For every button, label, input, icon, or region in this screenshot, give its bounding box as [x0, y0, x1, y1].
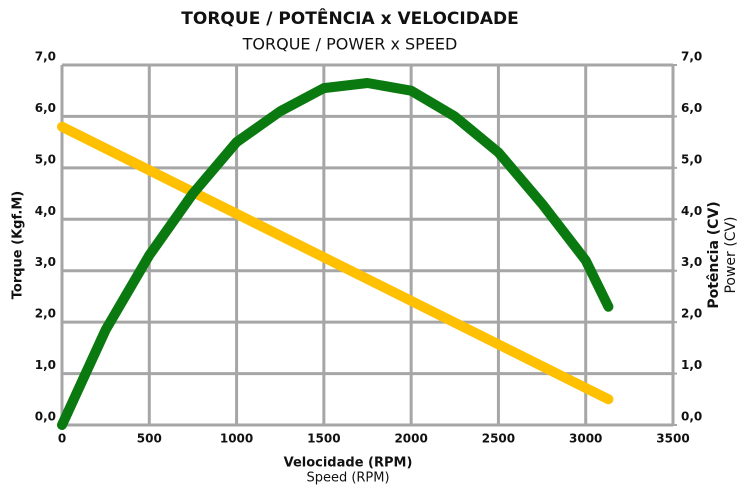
- y2-tick-label: 4,0: [681, 204, 702, 218]
- x-axis-label: Velocidade (RPM): [284, 456, 413, 471]
- x-tick-label: 1000: [220, 432, 253, 446]
- y-tick-label: 7,0: [35, 50, 56, 64]
- x-tick-label: 3000: [569, 432, 602, 446]
- y2-axis-sublabel: Power (CV): [723, 216, 739, 293]
- y-tick-label: 4,0: [35, 204, 56, 218]
- y-tick-label: 6,0: [35, 101, 56, 115]
- y2-tick-label: 0,0: [681, 410, 702, 424]
- y2-tick-label: 3,0: [681, 255, 702, 269]
- y-tick-label: 1,0: [35, 358, 56, 372]
- y2-tick-label: 2,0: [681, 307, 702, 321]
- y-tick-label: 0,0: [35, 410, 56, 424]
- y-axis-label: Torque (Kgf.M): [11, 191, 26, 299]
- x-tick-label: 0: [58, 432, 66, 446]
- y-tick-label: 2,0: [35, 307, 56, 321]
- x-tick-label: 1500: [307, 432, 340, 446]
- x-tick-label: 2500: [482, 432, 515, 446]
- series-line: [57, 121, 614, 405]
- chart-title: TORQUE / POTÊNCIA x VELOCIDADE: [181, 7, 518, 29]
- y-tick-label: 5,0: [35, 152, 56, 166]
- y2-tick-label: 7,0: [681, 50, 702, 64]
- x-tick-label: 500: [137, 432, 162, 446]
- y2-tick-label: 5,0: [681, 152, 702, 166]
- y-tick-label: 3,0: [35, 255, 56, 269]
- series-line: [57, 78, 614, 430]
- x-tick-label: 2000: [394, 432, 427, 446]
- chart-subtitle: TORQUE / POWER x SPEED: [242, 35, 458, 54]
- y2-tick-label: 1,0: [681, 358, 702, 372]
- y2-tick-label: 6,0: [681, 101, 702, 115]
- y2-axis-label: Potência (CV): [706, 201, 722, 308]
- x-axis-sublabel: Speed (RPM): [306, 471, 389, 486]
- x-tick-label: 3500: [656, 432, 689, 446]
